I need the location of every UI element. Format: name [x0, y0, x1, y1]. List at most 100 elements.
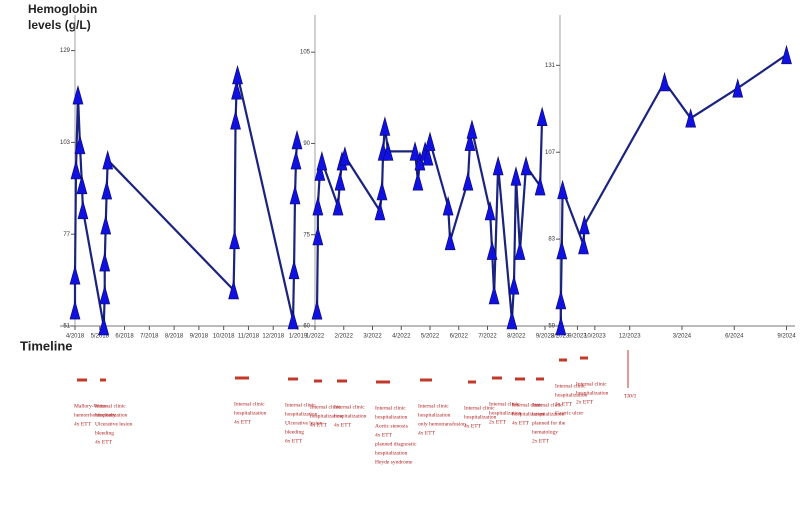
event-text: Internal clinic	[418, 403, 449, 409]
event-text: hematology	[532, 429, 558, 435]
event-text: Internal clinic	[285, 402, 316, 408]
event-text: 4x ETT	[512, 420, 530, 426]
event-text: Internal clinic	[532, 402, 563, 408]
data-point	[382, 141, 394, 161]
data-point	[484, 200, 496, 221]
event-text: hospitalization	[464, 414, 497, 420]
event-text: 6x ETT	[285, 438, 303, 444]
x-tick-label: 7/2018	[140, 334, 159, 340]
event-text: hemorrhoidectomy	[74, 412, 116, 418]
event-text: 2x ETT	[489, 419, 507, 425]
event-text: Internal clinic	[576, 381, 607, 387]
x-tick-label: 9/2018	[190, 334, 209, 340]
data-point	[514, 240, 526, 260]
data-point	[291, 129, 303, 150]
event-text: 4x ETT	[234, 419, 252, 425]
data-point	[339, 146, 351, 166]
event-text: only hemotransfusion	[418, 420, 466, 427]
data-line	[73, 73, 299, 328]
event-text: Ulcerative lesion	[95, 421, 133, 427]
data-point	[466, 119, 478, 139]
data-point	[781, 44, 792, 65]
y-tick-label: 60	[303, 324, 310, 330]
event-text: 2x ETT	[532, 438, 550, 444]
x-tick-label: 7/2022	[478, 334, 497, 340]
data-point	[462, 171, 474, 191]
event-text: hospitalization	[285, 411, 318, 417]
x-tick-label: 1/2019	[289, 334, 308, 340]
event-text: bleeding	[95, 430, 114, 436]
event-text: bleeding	[285, 429, 304, 435]
y-axis-label: levels (g/L)	[28, 18, 91, 32]
data-point	[76, 174, 88, 195]
x-tick-label: 8/2022	[507, 334, 526, 340]
data-point	[442, 196, 454, 216]
data-point	[578, 214, 590, 235]
data-point	[228, 279, 239, 300]
event-text: 4x ETT	[418, 430, 436, 436]
event-text: 4x ETT	[464, 423, 482, 429]
data-point	[555, 315, 567, 336]
event-text: Internal clinic	[95, 403, 126, 409]
event-text: hospitalization	[95, 412, 128, 418]
x-tick-label: 10/2018	[213, 334, 235, 340]
event-text: TAVI	[624, 393, 636, 399]
event-text: Internal clinic	[234, 401, 265, 407]
data-point	[685, 108, 697, 128]
y-tick-label: 83	[548, 237, 555, 243]
data-point	[102, 149, 114, 170]
data-point	[732, 78, 744, 98]
data-point	[409, 141, 421, 161]
event-text: hospitalization	[310, 413, 343, 419]
data-point	[332, 196, 344, 216]
event-text: hospitalization	[555, 392, 588, 398]
data-point	[422, 146, 434, 166]
data-point	[77, 199, 89, 220]
data-point	[508, 275, 520, 295]
data-point	[374, 200, 386, 221]
data-point	[312, 225, 324, 246]
y-tick-label: 131	[545, 63, 556, 69]
data-point	[334, 171, 346, 191]
event-text: planned for the	[532, 419, 566, 426]
x-tick-label: 8/2023	[551, 334, 570, 340]
x-tick-label: 5/2022	[421, 334, 440, 340]
data-point	[229, 229, 240, 250]
data-point	[414, 150, 426, 171]
data-point	[288, 259, 300, 280]
data-point	[316, 150, 328, 171]
event-text: Internal clinic	[464, 405, 495, 411]
data-point	[488, 284, 500, 305]
x-tick-label: 4/2018	[66, 334, 85, 340]
event-text: Internal clinic	[512, 402, 543, 408]
x-tick-label: 6/2022	[450, 334, 469, 340]
data-point	[69, 299, 81, 320]
data-point	[536, 106, 548, 126]
data-point	[70, 159, 82, 180]
event-text: 4x ETT	[310, 422, 328, 428]
data-point	[659, 71, 670, 92]
event-text: hospitalization	[375, 414, 408, 420]
data-point	[314, 161, 326, 181]
data-point	[510, 166, 522, 186]
data-point	[311, 300, 323, 320]
y-tick-label: 105	[300, 50, 311, 56]
data-point	[424, 131, 436, 151]
event-text: 2x ETT	[576, 399, 594, 405]
event-text: hospitalization	[576, 390, 609, 396]
data-point	[72, 84, 84, 105]
y-tick-label: 107	[545, 150, 556, 156]
data-point	[289, 184, 301, 205]
y-axis-label: Hemoglobin	[28, 2, 97, 16]
data-point	[464, 131, 476, 151]
x-tick-label: 1/2022	[306, 334, 325, 340]
data-point	[312, 196, 324, 216]
y-tick-label: 90	[303, 141, 310, 147]
data-point	[101, 179, 113, 200]
event-text: hospitalization	[334, 413, 367, 419]
event-text: 4x ETT	[334, 422, 352, 428]
data-point	[98, 315, 110, 336]
data-point	[287, 309, 299, 330]
x-tick-label: 9/2023	[568, 334, 587, 340]
